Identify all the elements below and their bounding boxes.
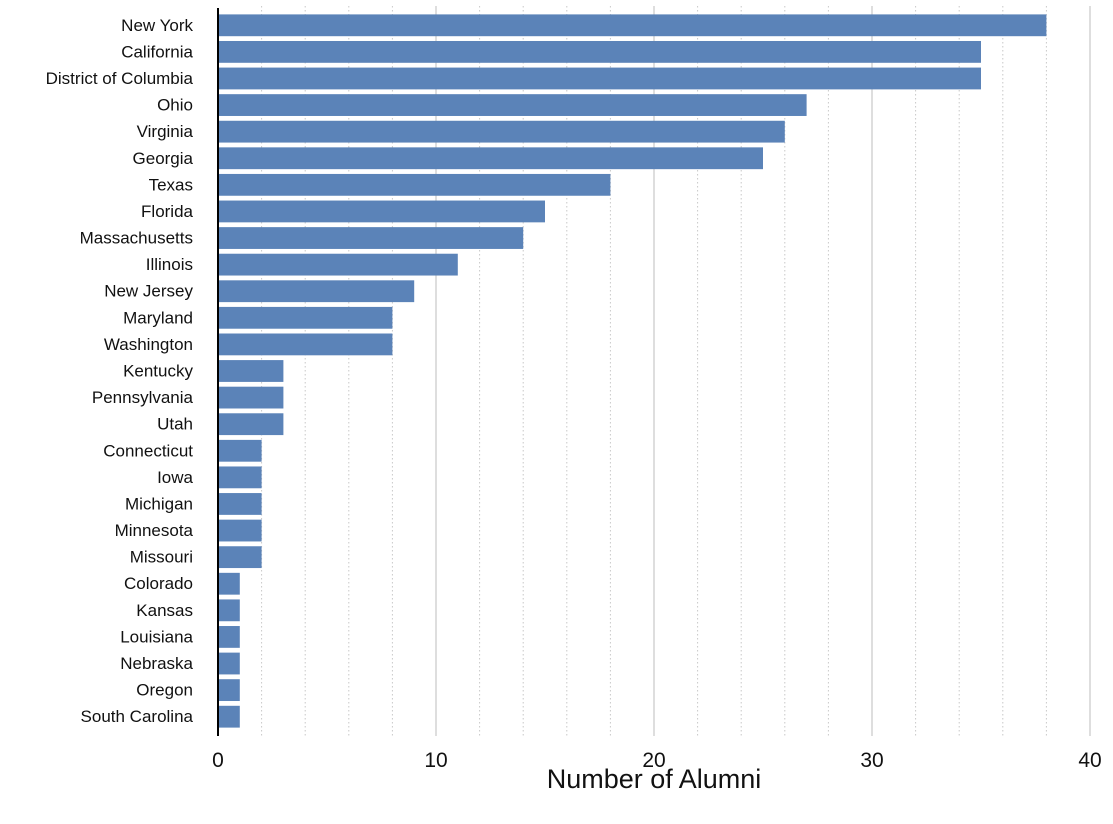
bar — [218, 173, 611, 196]
x-tick-label: 40 — [1078, 749, 1101, 772]
bars — [218, 14, 1047, 728]
bar — [218, 626, 240, 648]
bar — [218, 147, 763, 170]
category-label: Virginia — [137, 122, 194, 141]
category-label: Minnesota — [115, 521, 194, 540]
category-label: Colorado — [124, 574, 193, 593]
bar — [218, 253, 458, 276]
bar — [218, 572, 240, 595]
category-label: Connecticut — [103, 441, 193, 460]
x-axis-title: Number of Alumni — [547, 764, 762, 794]
category-label: Washington — [104, 335, 193, 354]
bar — [218, 333, 393, 356]
x-tick-label: 10 — [424, 749, 447, 772]
category-label: Ohio — [157, 96, 193, 115]
bar — [218, 599, 240, 622]
bar — [218, 519, 262, 542]
x-tick-label: 20 — [642, 749, 665, 772]
category-label: Louisiana — [120, 627, 193, 646]
bar — [218, 40, 981, 63]
category-label: Florida — [141, 202, 194, 221]
category-label: Michigan — [125, 494, 193, 513]
bar — [218, 14, 1047, 37]
bar — [218, 94, 807, 116]
category-label: Texas — [149, 175, 193, 194]
bar — [218, 546, 262, 569]
category-label: Georgia — [133, 149, 194, 168]
bar — [218, 386, 284, 409]
bar — [218, 67, 981, 90]
category-label: New Jersey — [104, 282, 193, 301]
category-label: New York — [121, 16, 193, 35]
bar — [218, 413, 284, 436]
category-label: Missouri — [130, 548, 193, 567]
bar — [218, 439, 262, 462]
bar — [218, 227, 524, 249]
bar — [218, 705, 240, 728]
category-label: Kansas — [136, 601, 193, 620]
category-label: Oregon — [136, 681, 193, 700]
bar — [218, 679, 240, 702]
category-labels: New York California District of Columbia Oh… — [46, 16, 194, 726]
category-label: District of Columbia — [46, 69, 194, 88]
x-tick-label: 30 — [860, 749, 883, 772]
category-label: Illinois — [146, 255, 193, 274]
category-label: Utah — [157, 415, 193, 434]
bar — [218, 280, 415, 303]
bar — [218, 200, 545, 223]
category-label: California — [121, 42, 193, 61]
bar — [218, 466, 262, 489]
category-label: Massachusetts — [80, 229, 193, 248]
category-label: Kentucky — [123, 362, 193, 381]
category-label: Pennsylvania — [92, 388, 194, 407]
category-label: Iowa — [157, 468, 193, 487]
gridlines — [261, 6, 1091, 736]
bar — [218, 652, 240, 675]
bar — [218, 360, 284, 382]
bar — [218, 306, 393, 329]
category-label: Maryland — [123, 308, 193, 327]
category-label: Nebraska — [120, 654, 193, 673]
x-tick-labels: 0 10 20 30 40 — [212, 749, 1102, 772]
bar — [218, 120, 785, 143]
x-tick-label: 0 — [212, 749, 224, 772]
category-label: South Carolina — [81, 707, 194, 726]
bar — [218, 493, 262, 515]
